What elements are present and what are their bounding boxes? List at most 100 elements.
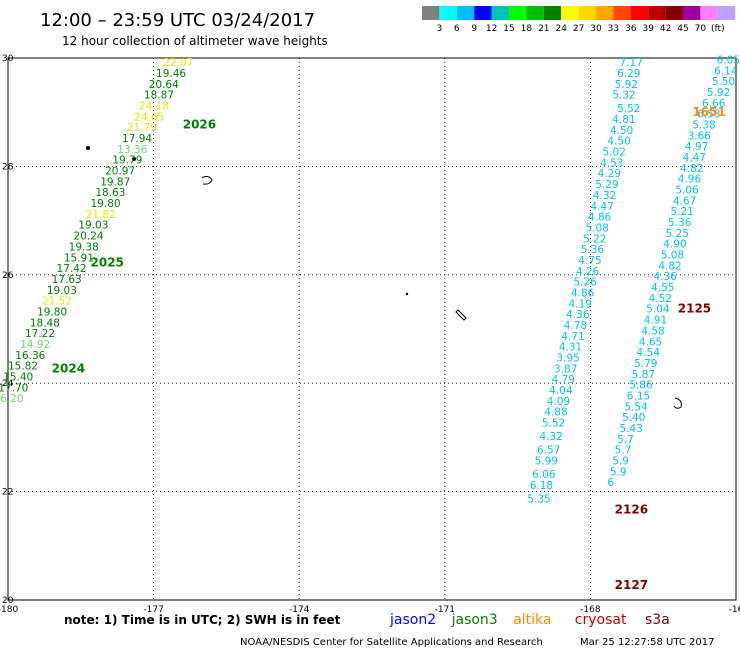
wave-height-label: 5.9 — [610, 466, 627, 478]
wave-height-label: 5.87 — [632, 369, 655, 381]
wave-height-label: 6.53 — [697, 109, 720, 121]
colorbar-cell — [630, 6, 649, 20]
wave-height-label: 4.50 — [607, 136, 630, 148]
wave-height-label: 5.36 — [668, 217, 692, 229]
wave-height-label: 4.67 — [673, 195, 696, 207]
wave-height-label: 3.87 — [554, 363, 577, 375]
y-tick-label: 22 — [2, 488, 13, 498]
wave-height-label: 15.82 — [8, 361, 38, 373]
satellite-name: jason2 — [389, 612, 436, 628]
colorbar-label: 39 — [642, 24, 654, 34]
wave-height-label: 14.92 — [20, 339, 50, 351]
wave-height-label: 4.96 — [678, 174, 702, 186]
colorbar-cell — [491, 6, 509, 20]
wave-height-label: 6.15 — [627, 390, 650, 402]
wave-height-label: 19.46 — [156, 68, 186, 80]
wave-height-points: 22.0719.4620.6418.8724.1824.6521.7917.94… — [0, 54, 740, 505]
wave-height-label: 17.42 — [57, 263, 87, 275]
wave-height-label: 15.40 — [3, 371, 33, 383]
satellite-name: cryosat — [575, 612, 627, 628]
wave-height-label: 5.43 — [620, 423, 643, 435]
wave-height-label: 4.78 — [564, 320, 587, 332]
satellite-name: jason3 — [451, 612, 498, 628]
satellite-name: altika — [513, 612, 551, 628]
colorbar-label: 70 — [695, 24, 707, 34]
wave-height-label: 4.47 — [683, 152, 706, 164]
wave-height-label: 24.65 — [134, 111, 164, 123]
wave-height-label: 5.7 — [615, 445, 632, 457]
wave-height-label: 20.97 — [105, 166, 135, 178]
wave-height-label: 5.40 — [622, 412, 645, 424]
wave-height-label: 17.63 — [52, 274, 82, 286]
wave-height-label: 3.95 — [556, 353, 579, 365]
island-outline — [673, 397, 682, 409]
island-marker — [86, 146, 90, 150]
wave-height-label: 6.66 — [702, 98, 726, 110]
wave-height-label: 5.52 — [542, 418, 565, 430]
wave-height-label: 5.92 — [707, 87, 730, 99]
wave-height-label: 4.52 — [649, 293, 672, 305]
wave-height-label: 22.07 — [163, 57, 193, 69]
colorbar-label: 9 — [471, 24, 477, 34]
wave-height-label: 5.92 — [615, 79, 638, 91]
wave-height-label: 24.18 — [139, 100, 169, 112]
colorbar-cell — [509, 6, 527, 20]
colorbar-label: 45 — [677, 24, 688, 34]
wave-height-label: 4.29 — [598, 168, 621, 180]
wave-height-label: 6.06 — [532, 469, 556, 481]
wave-height-label: 5.54 — [624, 401, 648, 413]
wave-height-label: 5.08 — [586, 222, 609, 234]
footer-timestamp: Mar 25 12:27:58 UTC 2017 — [580, 637, 715, 648]
x-tick-label: -177 — [143, 605, 163, 615]
wave-height-label: 19.80 — [91, 198, 121, 210]
wave-height-label: 4.82 — [680, 163, 703, 175]
wave-height-label: 4.36 — [566, 309, 590, 321]
wave-height-label: 19.80 — [37, 306, 67, 318]
wave-height-label: 4.26 — [576, 266, 600, 278]
colorbar-cell — [543, 6, 562, 20]
wave-height-label: 4.86 — [571, 287, 595, 299]
wave-height-label: 5.79 — [634, 358, 657, 370]
wave-height-label: 6.14 — [714, 65, 738, 77]
wave-height-label: 5.25 — [666, 228, 689, 240]
wave-height-label: 4.50 — [610, 125, 633, 137]
satellite-legend: jason2 jason3 altika cryosat s3a — [389, 612, 670, 628]
island-markers — [86, 146, 682, 409]
pass-number-label: 2024 — [52, 361, 85, 375]
wave-height-label: 5.32 — [612, 90, 635, 102]
wave-height-label: 4.65 — [639, 336, 662, 348]
colorbar-cell — [561, 6, 579, 20]
pass-labels: 202620252024165121242125165021262127 — [52, 105, 726, 592]
wave-height-label: 5.52 — [617, 103, 640, 115]
wave-height-label: 21.52 — [42, 296, 72, 308]
wave-height-label: 4.54 — [637, 347, 661, 359]
wave-height-label: 18.87 — [144, 90, 174, 102]
colorbar-cell — [439, 6, 457, 20]
wave-height-label: 4.31 — [559, 342, 582, 354]
wave-height-label: 4.58 — [641, 325, 664, 337]
x-tick-label: -180 — [0, 605, 18, 615]
wave-height-label: 21.82 — [86, 209, 116, 221]
x-tick-label: -171 — [435, 605, 455, 615]
wave-height-label: 5.36 — [581, 244, 605, 256]
wave-height-label: 19.03 — [78, 220, 108, 232]
pass-number-label: 2127 — [615, 578, 648, 592]
y-tick-label: 30 — [2, 54, 14, 64]
colorbar-label: 27 — [573, 24, 584, 34]
wave-height-label: 4.32 — [593, 190, 616, 202]
gridlines — [8, 58, 736, 600]
axis-ticks: -180 -177 -174 -171 -168 -16 20 22 24 26 28 30 — [0, 54, 740, 615]
island-marker — [132, 157, 136, 161]
wave-height-label: 4.19 — [569, 298, 592, 310]
colorbar-label: (ft) — [711, 24, 725, 34]
colorbar-cell — [422, 6, 440, 20]
island-marker — [405, 292, 409, 296]
colorbar-label: 36 — [625, 24, 637, 34]
pass-number-label: 2126 — [615, 502, 648, 516]
chart-title: 12:00 – 23:59 UTC 03/24/2017 — [40, 10, 315, 31]
colorbar-cell — [596, 6, 614, 20]
colorbar-label: 33 — [608, 24, 619, 34]
colorbar-cell — [613, 6, 631, 20]
wave-height-label: 5.21 — [670, 206, 693, 218]
